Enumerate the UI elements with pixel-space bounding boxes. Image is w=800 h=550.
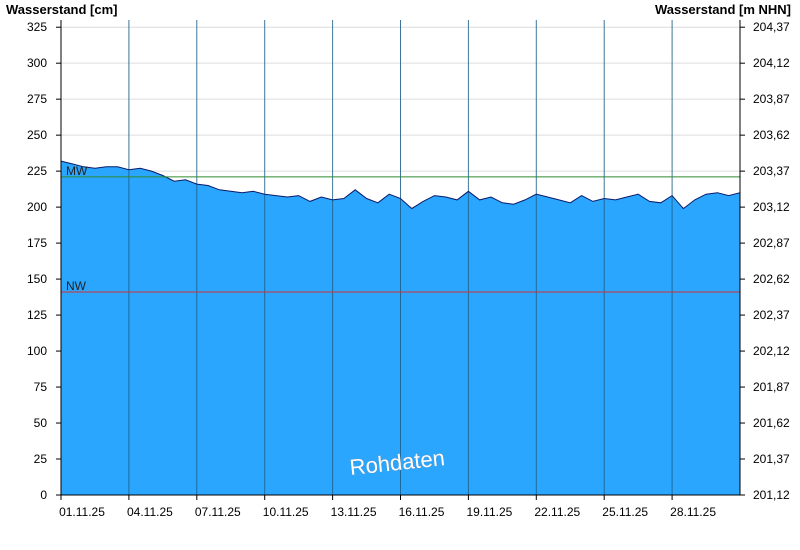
x-tick-label-4: 13.11.25 (331, 505, 377, 519)
y-tick-label-left-0: 0 (40, 488, 47, 502)
y-tick-label-right-0: 201,12 (753, 488, 790, 502)
y-tick-label-left-8: 200 (27, 200, 47, 214)
x-tick-label-7: 22.11.25 (534, 505, 580, 519)
y-tick-label-right-6: 202,62 (753, 272, 790, 286)
ref-label-nw: NW (66, 279, 87, 293)
y-tick-label-right-12: 204,12 (753, 56, 790, 70)
x-tick-label-0: 01.11.25 (59, 505, 105, 519)
y-tick-label-right-7: 202,87 (753, 236, 790, 250)
x-tick-label-3: 10.11.25 (263, 505, 309, 519)
y-tick-label-left-7: 175 (27, 236, 47, 250)
y-tick-label-right-8: 203,12 (753, 200, 790, 214)
y-tick-label-left-3: 75 (34, 380, 48, 394)
y-tick-label-left-4: 100 (27, 344, 47, 358)
y-tick-label-left-11: 275 (27, 92, 47, 106)
y-tick-label-left-1: 25 (34, 452, 48, 466)
y-tick-label-left-12: 300 (27, 56, 47, 70)
y-tick-label-right-10: 203,62 (753, 128, 790, 142)
y-tick-label-left-2: 50 (34, 416, 48, 430)
y-tick-label-left-6: 150 (27, 272, 47, 286)
y-tick-label-right-1: 201,37 (753, 452, 790, 466)
x-tick-label-9: 28.11.25 (670, 505, 716, 519)
y-tick-label-right-3: 201,87 (753, 380, 790, 394)
vertical-grid-layer (128, 20, 673, 495)
water-level-line (60, 160, 741, 210)
tick-labels: 0 201,12 25 201,37 50 201,62 75 201,87 100 202,12… (27, 20, 790, 519)
y-tick-label-right-2: 201,62 (753, 416, 790, 430)
y-tick-label-left-10: 250 (27, 128, 47, 142)
y-tick-label-right-4: 202,12 (753, 344, 790, 358)
y-tick-label-left-9: 225 (27, 164, 47, 178)
y-axis-title-right: Wasserstand [m NHN] (655, 2, 791, 17)
y-tick-label-right-9: 203,37 (753, 164, 790, 178)
axes (56, 20, 745, 500)
y-tick-label-right-11: 203,87 (753, 92, 790, 106)
ref-label-mw: MW (66, 164, 88, 178)
y-tick-label-right-5: 202,37 (753, 308, 790, 322)
x-tick-label-6: 19.11.25 (466, 505, 512, 519)
y-tick-label-left-13: 325 (27, 20, 47, 34)
reference-lines: MW NW (61, 164, 740, 293)
x-tick-label-8: 25.11.25 (602, 505, 648, 519)
x-tick-label-5: 16.11.25 (399, 505, 445, 519)
y-axis-title-left: Wasserstand [cm] (6, 2, 118, 17)
x-tick-label-1: 04.11.25 (127, 505, 173, 519)
x-tick-label-2: 07.11.25 (195, 505, 241, 519)
y-tick-label-right-13: 204,37 (753, 20, 790, 34)
y-tick-label-left-5: 125 (27, 308, 47, 322)
